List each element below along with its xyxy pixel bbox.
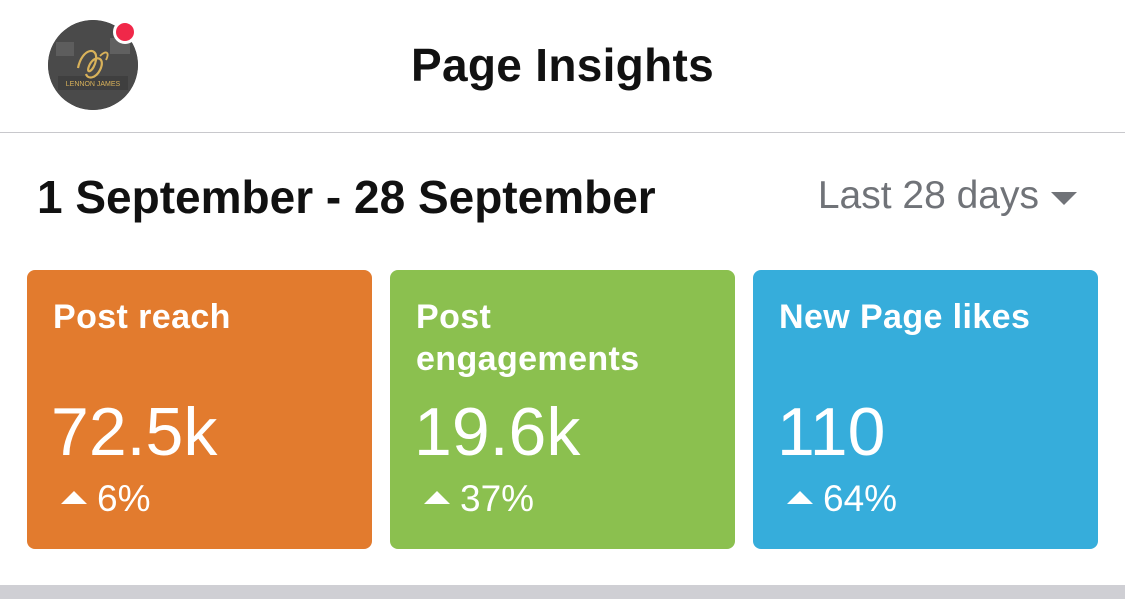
card-value: 110 — [777, 394, 886, 470]
period-dropdown-label: Last 28 days — [817, 174, 1039, 217]
post-engagements-card[interactable]: Post engagements 19.6k 37% — [390, 270, 735, 549]
page-title: Page Insights — [411, 39, 714, 91]
card-label: New Page likes — [779, 298, 1031, 336]
arrow-up-icon — [787, 490, 813, 504]
card-value: 19.6k — [414, 394, 581, 470]
avatar-text: LENNON JAMES — [66, 81, 121, 88]
card-change-value: 64% — [823, 478, 898, 519]
bottom-divider — [0, 585, 1125, 599]
card-label: Post engagements — [416, 298, 640, 378]
card-value: 72.5k — [51, 394, 218, 470]
card-change-value: 37% — [460, 478, 535, 519]
card-change: 64% — [787, 478, 897, 520]
avatar-logo-icon: LENNON JAMES — [48, 20, 138, 110]
notification-dot — [113, 20, 137, 44]
arrow-up-icon — [61, 490, 87, 504]
card-change-value: 6% — [97, 478, 151, 519]
arrow-up-icon — [424, 490, 450, 504]
date-range: 1 September - 28 September — [37, 171, 656, 223]
card-change: 6% — [61, 478, 150, 520]
new-page-likes-card[interactable]: New Page likes 110 64% — [753, 270, 1098, 549]
post-reach-card[interactable]: Post reach 72.5k 6% — [27, 270, 372, 549]
caret-down-icon — [1051, 191, 1077, 205]
card-change: 37% — [424, 478, 534, 520]
card-label: Post reach — [53, 298, 231, 336]
period-dropdown[interactable]: Last 28 days — [818, 174, 1077, 218]
header: LENNON JAMES Page Insights — [0, 0, 1125, 133]
